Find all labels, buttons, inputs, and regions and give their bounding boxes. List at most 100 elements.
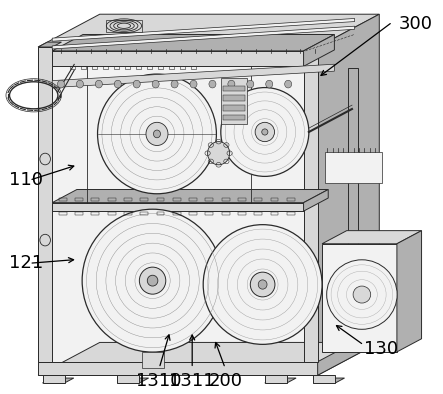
Ellipse shape bbox=[247, 80, 254, 88]
Bar bbox=[287, 212, 295, 215]
Bar bbox=[238, 198, 246, 201]
Bar bbox=[222, 212, 229, 215]
Polygon shape bbox=[397, 230, 422, 352]
Ellipse shape bbox=[171, 80, 178, 88]
Polygon shape bbox=[38, 47, 52, 362]
Polygon shape bbox=[38, 47, 318, 362]
Bar bbox=[125, 66, 130, 69]
Ellipse shape bbox=[250, 272, 275, 297]
Polygon shape bbox=[303, 47, 318, 362]
Polygon shape bbox=[52, 26, 355, 49]
Polygon shape bbox=[43, 375, 65, 383]
Polygon shape bbox=[313, 378, 345, 383]
Polygon shape bbox=[265, 375, 287, 383]
Ellipse shape bbox=[228, 80, 235, 88]
Bar bbox=[271, 198, 279, 201]
Bar bbox=[206, 198, 214, 201]
Ellipse shape bbox=[40, 153, 51, 165]
Bar bbox=[91, 212, 99, 215]
Ellipse shape bbox=[262, 129, 268, 135]
Bar bbox=[70, 66, 75, 69]
Bar bbox=[254, 212, 262, 215]
Bar bbox=[140, 198, 148, 201]
Bar bbox=[158, 66, 163, 69]
Bar bbox=[156, 198, 164, 201]
Polygon shape bbox=[303, 35, 334, 66]
Polygon shape bbox=[43, 378, 74, 383]
Bar bbox=[136, 66, 141, 69]
Ellipse shape bbox=[140, 267, 166, 294]
Bar bbox=[59, 212, 67, 215]
Polygon shape bbox=[117, 375, 140, 383]
Bar bbox=[114, 66, 119, 69]
Bar bbox=[106, 20, 142, 32]
Text: 121: 121 bbox=[9, 254, 44, 272]
Ellipse shape bbox=[40, 234, 51, 246]
Bar bbox=[169, 66, 174, 69]
Polygon shape bbox=[38, 362, 318, 375]
Bar bbox=[142, 352, 163, 368]
Bar bbox=[223, 85, 245, 91]
Bar bbox=[124, 212, 132, 215]
Bar bbox=[221, 78, 247, 124]
Bar bbox=[287, 198, 295, 201]
Bar bbox=[91, 198, 99, 201]
Bar bbox=[173, 212, 181, 215]
Ellipse shape bbox=[147, 275, 158, 286]
Ellipse shape bbox=[97, 74, 217, 194]
Ellipse shape bbox=[95, 80, 102, 88]
Bar bbox=[173, 198, 181, 201]
Ellipse shape bbox=[133, 80, 140, 88]
Polygon shape bbox=[265, 378, 296, 383]
Text: 200: 200 bbox=[208, 372, 242, 390]
Bar bbox=[254, 198, 262, 201]
Bar bbox=[191, 66, 196, 69]
Bar bbox=[140, 212, 148, 215]
Bar bbox=[147, 66, 152, 69]
Bar bbox=[223, 115, 245, 121]
Ellipse shape bbox=[153, 130, 160, 138]
Bar bbox=[222, 198, 229, 201]
Polygon shape bbox=[318, 14, 379, 362]
Ellipse shape bbox=[146, 122, 168, 145]
Polygon shape bbox=[117, 378, 148, 383]
Polygon shape bbox=[52, 190, 328, 203]
Polygon shape bbox=[322, 230, 422, 244]
Polygon shape bbox=[38, 42, 62, 47]
Polygon shape bbox=[52, 51, 303, 66]
Polygon shape bbox=[52, 64, 334, 87]
Bar bbox=[108, 212, 116, 215]
Bar bbox=[189, 212, 197, 215]
Ellipse shape bbox=[114, 80, 121, 88]
Polygon shape bbox=[322, 244, 397, 352]
Polygon shape bbox=[38, 14, 379, 47]
Bar bbox=[59, 198, 67, 201]
Bar bbox=[75, 198, 83, 201]
Polygon shape bbox=[52, 203, 303, 211]
Ellipse shape bbox=[326, 260, 397, 329]
Ellipse shape bbox=[221, 87, 309, 177]
Polygon shape bbox=[38, 342, 379, 375]
Bar bbox=[75, 212, 83, 215]
Bar bbox=[223, 95, 245, 101]
Polygon shape bbox=[349, 69, 358, 345]
Bar bbox=[223, 105, 245, 111]
Polygon shape bbox=[52, 19, 355, 41]
Bar bbox=[81, 66, 86, 69]
Ellipse shape bbox=[82, 209, 223, 352]
Ellipse shape bbox=[203, 225, 322, 344]
Polygon shape bbox=[325, 152, 382, 183]
Text: 1311: 1311 bbox=[169, 372, 215, 390]
Ellipse shape bbox=[76, 80, 83, 88]
Bar bbox=[189, 198, 197, 201]
Ellipse shape bbox=[152, 80, 159, 88]
Polygon shape bbox=[313, 375, 335, 383]
Ellipse shape bbox=[266, 80, 273, 88]
Bar bbox=[271, 212, 279, 215]
Bar bbox=[180, 66, 185, 69]
Bar bbox=[124, 198, 132, 201]
Polygon shape bbox=[318, 329, 379, 375]
Text: 110: 110 bbox=[9, 171, 43, 189]
Ellipse shape bbox=[58, 80, 65, 88]
Polygon shape bbox=[303, 190, 328, 211]
